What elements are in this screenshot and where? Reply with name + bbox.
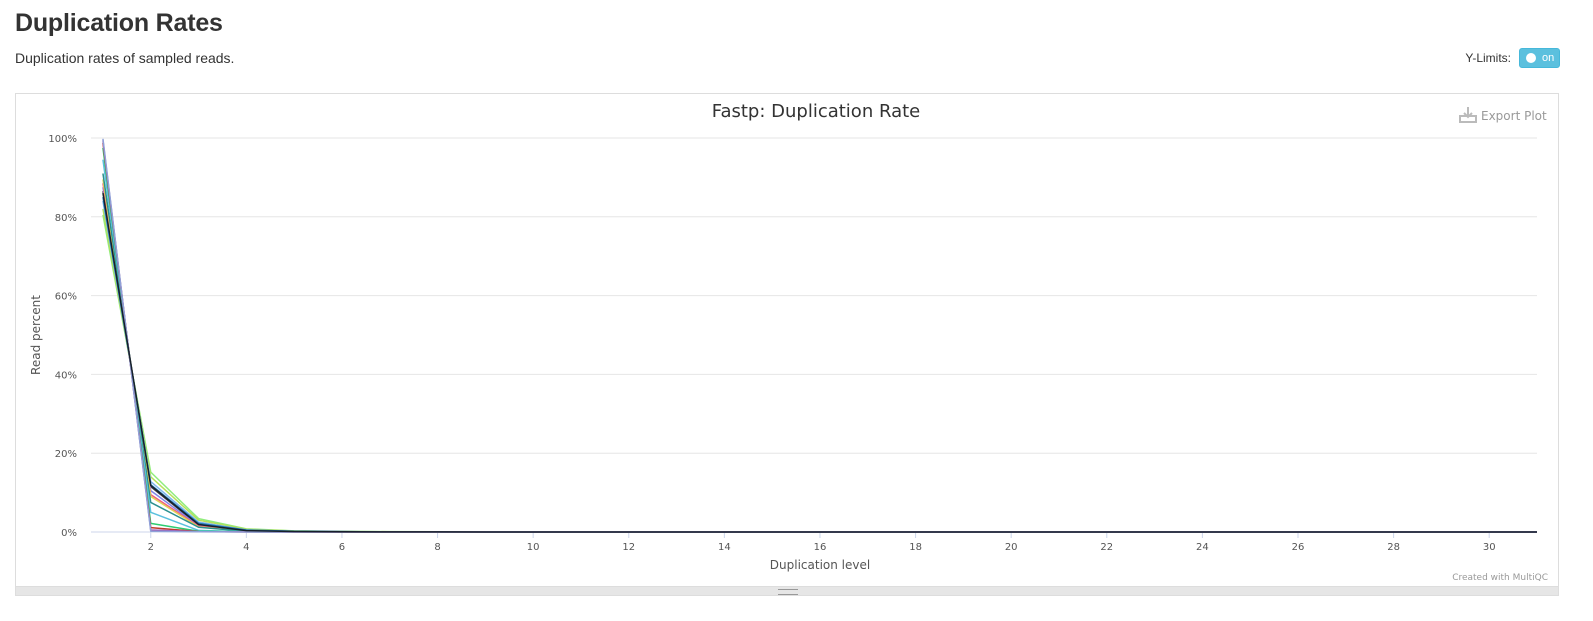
series-line-9[interactable] [102, 159, 1537, 533]
x-axis-label: Duplication level [770, 558, 870, 572]
x-tick-label: 12 [622, 542, 635, 553]
x-tick-label: 26 [1292, 542, 1305, 553]
series-line-4[interactable] [102, 187, 1537, 533]
series-lines [102, 138, 1537, 533]
ylimits-label: Y-Limits: [1465, 51, 1511, 65]
series-line-6[interactable] [102, 179, 1537, 533]
chart-title: Fastp: Duplication Rate [712, 101, 920, 122]
toggle-text: on [1542, 52, 1555, 64]
page-description: Duplication rates of sampled reads. [15, 50, 235, 66]
y-tick-label: 100% [48, 134, 77, 145]
x-tick-label: 8 [434, 542, 440, 553]
ylimits-toggle[interactable]: on [1519, 48, 1560, 68]
series-line-5[interactable] [102, 183, 1537, 533]
series-line-14[interactable] [102, 193, 1537, 533]
y-tick-labels: 0% 20% 40% 60% 80% 100% [48, 134, 77, 539]
toggle-knob-icon [1526, 53, 1536, 63]
series-line-2[interactable] [102, 200, 1537, 533]
series-line-12[interactable] [102, 140, 1537, 533]
series-line-3[interactable] [102, 191, 1537, 533]
series-line-11[interactable] [102, 142, 1537, 533]
plot-container [15, 93, 1559, 587]
x-tick-label: 6 [339, 542, 345, 553]
y-tick-label: 40% [55, 370, 77, 381]
y-tick-label: 0% [61, 528, 77, 539]
y-tick-label: 60% [55, 292, 77, 303]
x-tick-label: 20 [1005, 542, 1018, 553]
y-axis-label: Read percent [29, 295, 43, 375]
x-tick-labels: 2 4 6 8 10 12 14 16 18 20 22 24 26 28 30 [148, 542, 1496, 553]
y-tick-label: 80% [55, 213, 77, 224]
series-line-0[interactable] [102, 214, 1537, 533]
ylimits-control: Y-Limits: on [1465, 48, 1560, 68]
series-line-7[interactable] [102, 173, 1537, 533]
series-line-1[interactable] [102, 208, 1537, 533]
x-tick-label: 16 [814, 542, 827, 553]
y-tick-label: 20% [55, 449, 77, 460]
grip-icon [778, 589, 798, 595]
export-plot-label: Export Plot [1481, 109, 1547, 123]
grid-lines [91, 137, 1537, 538]
x-tick-label: 10 [527, 542, 540, 553]
x-tick-label: 22 [1100, 542, 1113, 553]
x-tick-label: 24 [1196, 542, 1209, 553]
plot-resize-handle[interactable] [15, 587, 1559, 596]
x-tick-label: 14 [718, 542, 731, 553]
x-tick-label: 28 [1387, 542, 1400, 553]
download-icon [1459, 107, 1477, 123]
x-tick-label: 30 [1483, 542, 1496, 553]
x-tick-label: 18 [909, 542, 922, 553]
credit-text: Created with MultiQC [1452, 573, 1548, 583]
x-tick-label: 4 [243, 542, 249, 553]
series-line-8[interactable] [102, 196, 1537, 533]
x-tick-label: 2 [148, 542, 154, 553]
page-title: Duplication Rates [15, 9, 223, 37]
series-line-13[interactable] [102, 138, 1537, 533]
series-line-10[interactable] [102, 147, 1537, 533]
export-plot-button[interactable]: Export Plot [1459, 107, 1547, 123]
